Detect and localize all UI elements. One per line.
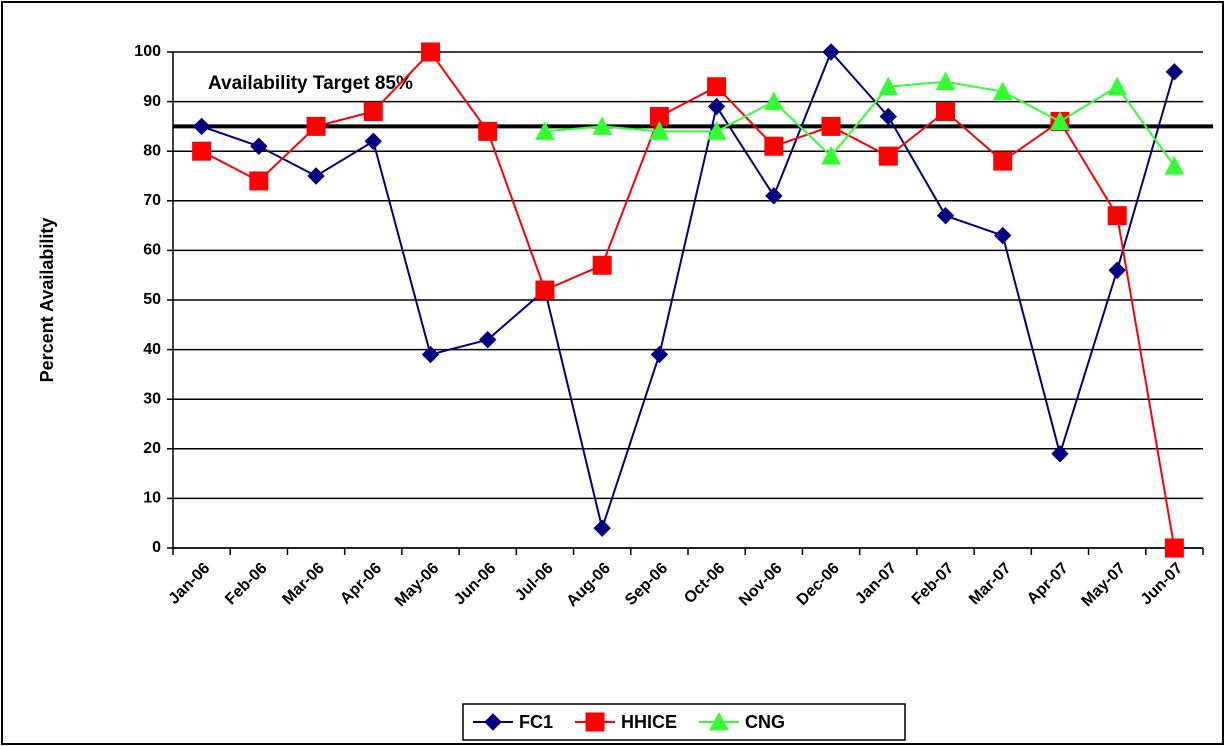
y-axis-label: Percent Availability bbox=[37, 218, 57, 383]
y-tick-label: 60 bbox=[143, 242, 161, 259]
marker bbox=[707, 77, 727, 97]
marker bbox=[1107, 206, 1127, 226]
marker bbox=[822, 43, 840, 61]
y-tick-label: 80 bbox=[143, 142, 161, 159]
series-line bbox=[544, 80, 1176, 167]
legend-label: CNG bbox=[745, 712, 785, 732]
marker bbox=[364, 132, 382, 150]
marker bbox=[1164, 538, 1184, 558]
marker bbox=[249, 171, 269, 191]
legend-box bbox=[462, 703, 906, 741]
marker bbox=[363, 102, 383, 122]
marker bbox=[478, 121, 498, 141]
marker bbox=[585, 712, 605, 732]
legend-label: FC1 bbox=[519, 712, 553, 732]
marker bbox=[535, 121, 555, 140]
marker bbox=[993, 151, 1013, 171]
legend: FC1 HHICE CNG bbox=[462, 703, 906, 741]
y-tick-label: 40 bbox=[143, 341, 161, 358]
marker bbox=[1051, 445, 1069, 463]
marker bbox=[1107, 76, 1127, 96]
series-line bbox=[201, 50, 1176, 532]
marker bbox=[650, 345, 669, 364]
marker bbox=[307, 167, 325, 185]
marker bbox=[765, 187, 783, 205]
marker bbox=[764, 136, 784, 156]
target-label: Availability Target 85% bbox=[208, 73, 413, 94]
marker bbox=[649, 121, 670, 140]
marker bbox=[593, 519, 611, 537]
marker bbox=[1165, 63, 1184, 81]
y-tick-label: 90 bbox=[143, 93, 161, 110]
series-line bbox=[201, 50, 1176, 549]
marker bbox=[936, 206, 955, 225]
y-tick-label: 10 bbox=[143, 490, 161, 507]
marker bbox=[1050, 111, 1070, 130]
marker bbox=[479, 330, 497, 349]
marker bbox=[994, 226, 1012, 245]
y-tick-label: 70 bbox=[143, 192, 161, 209]
marker bbox=[535, 280, 555, 300]
marker bbox=[707, 97, 726, 116]
marker bbox=[592, 255, 612, 275]
marker bbox=[192, 141, 212, 161]
marker bbox=[592, 116, 612, 135]
marker bbox=[764, 91, 784, 111]
marker bbox=[484, 713, 502, 731]
marker bbox=[709, 711, 729, 731]
marker bbox=[878, 76, 899, 96]
marker bbox=[421, 345, 440, 364]
marker bbox=[1108, 261, 1126, 279]
marker bbox=[1164, 156, 1185, 175]
marker bbox=[192, 117, 211, 136]
marker bbox=[250, 137, 268, 155]
marker bbox=[935, 71, 956, 91]
y-tick-label: 100 bbox=[134, 43, 161, 60]
y-tick-label: 30 bbox=[143, 390, 161, 407]
marker bbox=[878, 146, 898, 166]
marker bbox=[706, 121, 727, 140]
marker bbox=[306, 116, 326, 136]
marker bbox=[936, 102, 955, 122]
y-tick-label: 20 bbox=[143, 440, 161, 457]
legend-label: HHICE bbox=[621, 712, 677, 732]
y-tick-label: 50 bbox=[143, 291, 161, 308]
y-tick-label: 0 bbox=[152, 539, 161, 556]
marker bbox=[821, 146, 841, 165]
marker bbox=[879, 107, 897, 126]
marker bbox=[821, 116, 841, 136]
marker bbox=[421, 42, 440, 62]
marker bbox=[992, 81, 1013, 101]
